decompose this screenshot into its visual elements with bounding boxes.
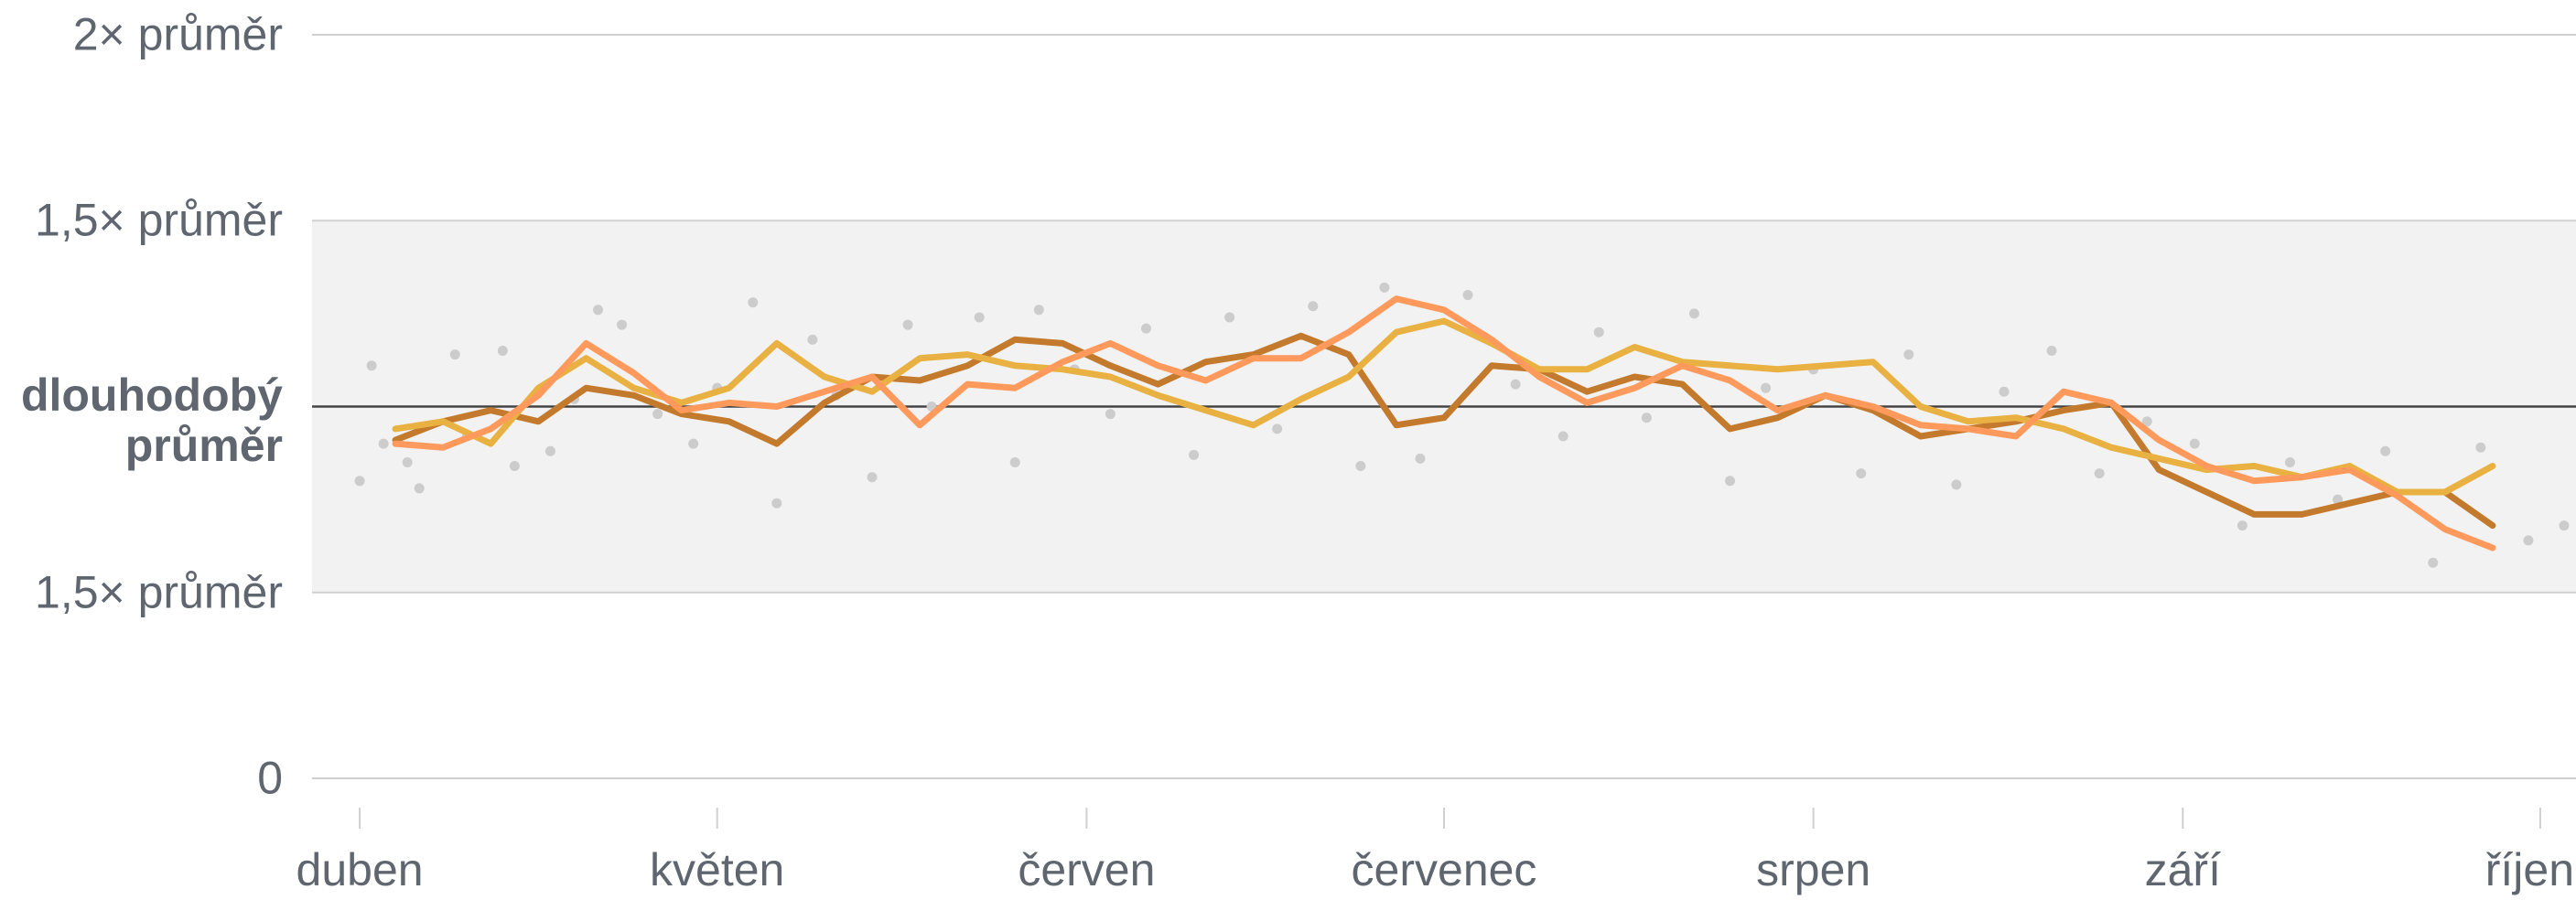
- data-dot: [2428, 557, 2439, 568]
- data-dot: [1903, 349, 1914, 360]
- data-dot: [1688, 308, 1699, 319]
- data-dot: [1951, 479, 1962, 490]
- data-dot: [449, 349, 460, 360]
- data-dot: [1033, 305, 1044, 316]
- data-dot: [2094, 468, 2105, 479]
- data-dot: [867, 472, 878, 483]
- data-dot: [2189, 438, 2200, 449]
- data-dot: [1510, 379, 1521, 390]
- data-dot: [1379, 282, 1390, 293]
- data-dot: [1856, 468, 1867, 479]
- x-tick-label: srpen: [1756, 844, 1870, 895]
- data-dot: [1641, 412, 1652, 423]
- x-tick-label: říjen: [2485, 844, 2574, 895]
- data-dot: [378, 438, 389, 449]
- data-dot: [497, 346, 508, 357]
- data-dot: [748, 297, 759, 308]
- data-dot: [2475, 442, 2486, 453]
- data-dot: [688, 438, 699, 449]
- data-dot: [652, 409, 663, 420]
- data-dot: [509, 461, 520, 472]
- y-tick-label: 0: [257, 752, 283, 804]
- data-dot: [2236, 520, 2247, 531]
- data-dot: [1308, 301, 1319, 312]
- x-tick-label: duben: [296, 844, 424, 895]
- data-dot: [1462, 290, 1473, 301]
- data-dot: [617, 319, 628, 330]
- data-dot: [402, 456, 413, 467]
- data-dot: [414, 483, 425, 494]
- x-tick-label: září: [2145, 844, 2221, 895]
- data-dot: [2284, 456, 2295, 467]
- data-dot: [1189, 449, 1200, 460]
- data-dot: [2559, 520, 2570, 531]
- data-dot: [2046, 346, 2057, 357]
- series-line: [392, 317, 2496, 496]
- x-tick-label: červenec: [1352, 844, 1537, 895]
- data-dot: [1593, 327, 1604, 338]
- data-dot: [1999, 386, 2010, 397]
- y-tick-label: 2× průměr: [72, 8, 283, 60]
- data-dot: [807, 334, 818, 345]
- data-dot: [1224, 312, 1235, 323]
- data-dot: [366, 360, 377, 371]
- series-line: [392, 332, 2496, 530]
- data-dot: [771, 498, 782, 509]
- data-dot: [902, 319, 913, 330]
- data-dot: [354, 476, 365, 487]
- x-tick-label: červen: [1018, 844, 1155, 895]
- data-dot: [1272, 423, 1283, 434]
- data-dot: [2523, 535, 2534, 546]
- data-dot: [2380, 445, 2391, 456]
- data-dot: [593, 305, 604, 316]
- data-dot: [2141, 416, 2152, 427]
- y-tick-label: 1,5× průměr: [35, 194, 283, 246]
- data-dot: [1557, 431, 1568, 442]
- y-tick-label: 1,5× průměr: [35, 566, 283, 618]
- data-dot: [1140, 323, 1151, 334]
- data-dot: [1415, 453, 1426, 464]
- data-dot: [1725, 476, 1736, 487]
- data-dot: [2333, 494, 2344, 505]
- data-dot: [1105, 409, 1116, 420]
- data-dot: [544, 445, 555, 456]
- data-dot: [974, 312, 985, 323]
- y-tick-label: dlouhodobý průměr: [20, 369, 283, 471]
- x-tick-label: květen: [650, 844, 784, 895]
- data-dot: [1761, 382, 1772, 393]
- series-line: [392, 295, 2496, 552]
- data-dot: [1355, 461, 1366, 472]
- data-dot: [1009, 456, 1020, 467]
